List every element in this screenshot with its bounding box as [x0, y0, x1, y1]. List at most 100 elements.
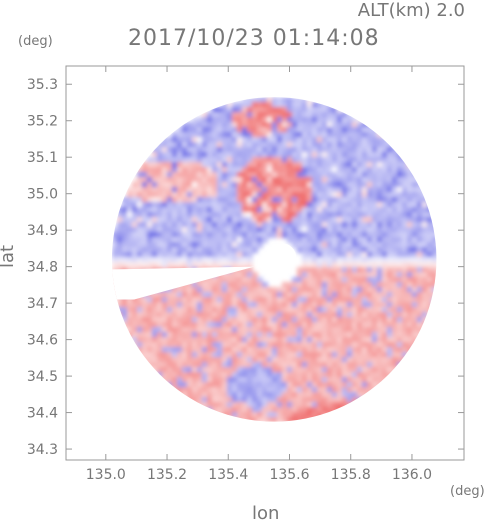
velocity-cell: [361, 342, 368, 349]
velocity-cell: [181, 192, 188, 199]
velocity-cell: [316, 352, 323, 359]
velocity-cell: [211, 307, 218, 314]
velocity-cell: [416, 222, 423, 229]
velocity-cell: [196, 372, 203, 379]
velocity-cell: [256, 152, 263, 159]
velocity-cell: [176, 222, 183, 229]
velocity-cell: [271, 202, 278, 209]
velocity-cell: [301, 127, 308, 134]
velocity-cell: [156, 197, 163, 204]
velocity-cell: [191, 197, 198, 204]
velocity-cell: [371, 227, 378, 234]
velocity-cell: [291, 172, 298, 179]
velocity-cell: [291, 372, 298, 379]
velocity-cell: [361, 192, 368, 199]
velocity-cell: [211, 407, 218, 414]
velocity-cell: [291, 327, 298, 334]
velocity-cell: [131, 317, 138, 324]
velocity-cell: [376, 332, 383, 339]
velocity-cell: [336, 167, 343, 174]
velocity-cell: [356, 237, 363, 244]
velocity-cell: [276, 172, 283, 179]
velocity-cell: [136, 242, 143, 249]
velocity-cell: [251, 222, 258, 229]
velocity-cell: [256, 127, 263, 134]
velocity-cell: [356, 362, 363, 369]
velocity-cell: [376, 227, 383, 234]
velocity-cell: [341, 127, 348, 134]
velocity-cell: [291, 177, 298, 184]
velocity-cell: [411, 262, 418, 269]
velocity-cell: [196, 357, 203, 364]
velocity-cell: [331, 382, 338, 389]
velocity-cell: [141, 162, 148, 169]
velocity-cell: [311, 252, 318, 259]
velocity-cell: [126, 202, 133, 209]
velocity-cell: [261, 157, 268, 164]
velocity-cell: [286, 312, 293, 319]
velocity-cell: [296, 102, 303, 109]
velocity-cell: [291, 182, 298, 189]
velocity-cell: [356, 272, 363, 279]
velocity-cell: [166, 367, 173, 374]
velocity-cell: [236, 177, 243, 184]
velocity-cell: [291, 282, 298, 289]
velocity-cell: [346, 357, 353, 364]
velocity-cell: [306, 282, 313, 289]
velocity-cell: [141, 317, 148, 324]
velocity-cell: [366, 172, 373, 179]
velocity-cell: [316, 187, 323, 194]
velocity-cell: [156, 207, 163, 214]
velocity-cell: [236, 227, 243, 234]
velocity-cell: [211, 247, 218, 254]
velocity-cell: [271, 157, 278, 164]
velocity-cell: [171, 162, 178, 169]
velocity-cell: [331, 347, 338, 354]
velocity-cell: [336, 287, 343, 294]
velocity-cell: [241, 127, 248, 134]
velocity-cell: [141, 352, 148, 359]
velocity-cell: [246, 342, 253, 349]
velocity-cell: [236, 207, 243, 214]
velocity-cell: [281, 112, 288, 119]
velocity-cell: [276, 312, 283, 319]
velocity-cell: [281, 212, 288, 219]
velocity-cell: [311, 362, 318, 369]
velocity-cell: [421, 302, 428, 309]
velocity-cell: [396, 252, 403, 259]
velocity-cell: [191, 262, 198, 269]
velocity-cell: [296, 402, 303, 409]
velocity-cell: [176, 212, 183, 219]
velocity-cell: [376, 342, 383, 349]
velocity-cell: [396, 177, 403, 184]
velocity-cell: [346, 152, 353, 159]
velocity-cell: [311, 242, 318, 249]
velocity-cell: [336, 257, 343, 264]
velocity-cell: [181, 377, 188, 384]
velocity-cell: [181, 297, 188, 304]
velocity-cell: [421, 252, 428, 259]
velocity-cell: [356, 172, 363, 179]
velocity-cell: [216, 362, 223, 369]
velocity-cell: [311, 222, 318, 229]
velocity-cell: [206, 312, 213, 319]
velocity-cell: [271, 292, 278, 299]
velocity-cell: [251, 312, 258, 319]
velocity-cell: [281, 182, 288, 189]
velocity-cell: [316, 327, 323, 334]
velocity-cell: [386, 152, 393, 159]
velocity-cell: [376, 377, 383, 384]
velocity-cell: [191, 242, 198, 249]
velocity-cell: [181, 137, 188, 144]
velocity-cell: [311, 287, 318, 294]
velocity-cell: [326, 297, 333, 304]
velocity-cell: [346, 172, 353, 179]
velocity-cell: [261, 282, 268, 289]
velocity-cell: [316, 212, 323, 219]
velocity-cell: [201, 342, 208, 349]
velocity-cell: [346, 182, 353, 189]
velocity-cell: [316, 302, 323, 309]
velocity-cell: [146, 322, 153, 329]
velocity-cell: [336, 357, 343, 364]
velocity-cell: [141, 242, 148, 249]
